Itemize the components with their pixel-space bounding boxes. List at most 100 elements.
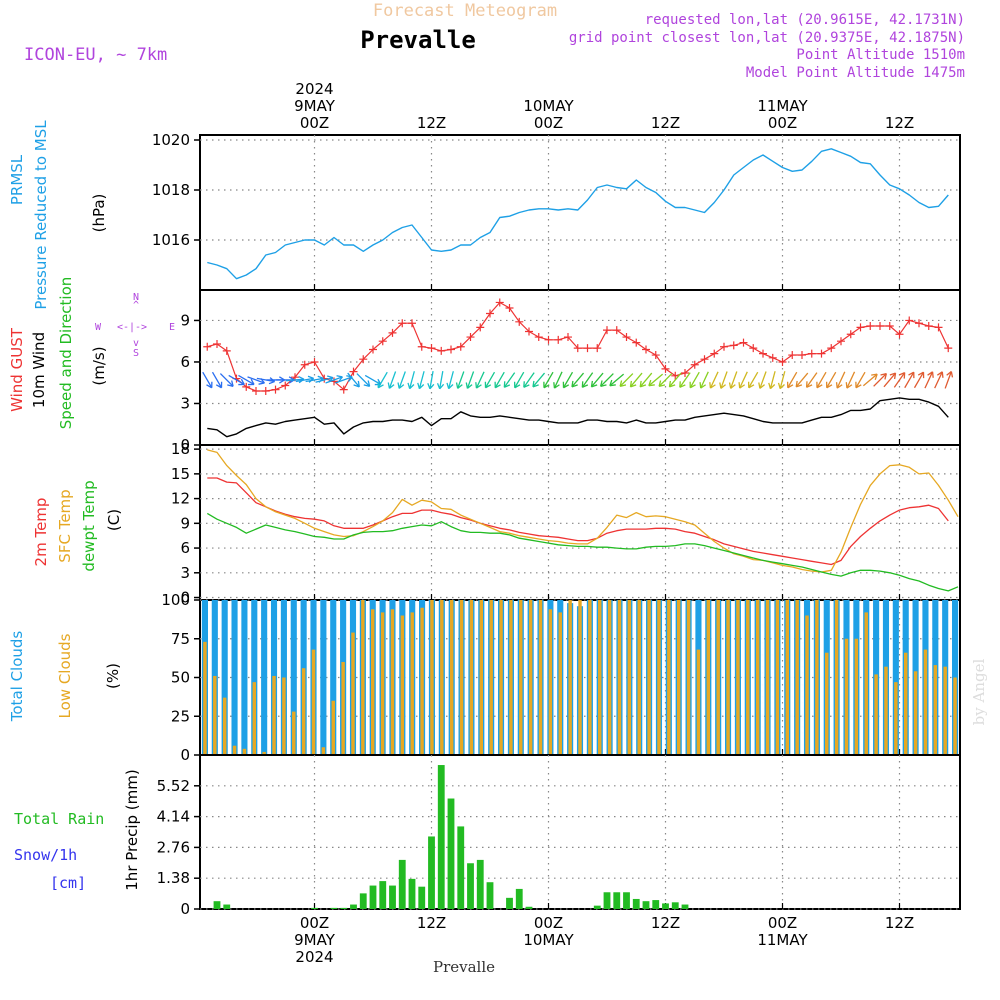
- wind-direction-arrow: [806, 372, 818, 388]
- low-cloud-bar: [380, 612, 385, 755]
- low-cloud-bar: [528, 600, 533, 755]
- gust-marker: [593, 344, 602, 353]
- rain-bar: [437, 765, 445, 909]
- low-cloud-bar: [321, 747, 326, 755]
- gust-marker: [778, 357, 787, 366]
- wind-arrowhead: [880, 372, 887, 380]
- gust-marker: [515, 317, 524, 326]
- gust-marker: [759, 349, 767, 358]
- gust-marker: [720, 342, 728, 351]
- low-cloud-bar: [538, 600, 543, 755]
- time-axis-label: 12Z: [417, 114, 446, 132]
- model-altitude: Model Point Altitude 1475m: [746, 65, 965, 81]
- y-tick-label: 25: [171, 707, 190, 725]
- wind-direction-arrow: [904, 371, 915, 389]
- time-axis-label: 00Z: [534, 114, 563, 132]
- low-cloud-bar: [301, 668, 306, 755]
- low-cloud-bar: [449, 600, 454, 755]
- pressure-label-msl: Pressure Reduced to MSL: [32, 120, 50, 310]
- credit-watermark: by Angel: [970, 658, 988, 725]
- low-cloud-bar: [667, 600, 671, 755]
- y-tick-label: 0: [180, 436, 190, 454]
- gust-marker: [690, 360, 699, 369]
- low-cloud-bar: [647, 600, 651, 755]
- y-tick-label: 9: [180, 514, 190, 532]
- wind-direction-arrow: [836, 371, 846, 389]
- low-cloud-bar: [617, 600, 622, 755]
- wind-direction-arrow: [862, 373, 878, 387]
- wind-arrowhead: [639, 380, 647, 388]
- wind-arrowhead: [738, 382, 746, 389]
- wind-direction-arrow: [202, 371, 213, 389]
- low-cloud-bar: [272, 675, 276, 755]
- gust-marker: [661, 364, 670, 373]
- wind-direction-arrow: [409, 371, 415, 389]
- rain-bar: [681, 904, 689, 909]
- rain-bar: [389, 885, 396, 909]
- svg-text:E: E: [169, 322, 175, 333]
- low-cloud-bar: [795, 600, 799, 755]
- gust-marker: [349, 367, 358, 376]
- rain-bar: [457, 826, 465, 909]
- gust-marker: [203, 342, 212, 351]
- wind-direction-arrow: [466, 371, 475, 389]
- gust-marker: [466, 333, 475, 342]
- rain-bar: [379, 881, 387, 909]
- wind-arrowhead: [248, 378, 255, 386]
- gust-marker: [359, 355, 368, 364]
- temp-2m-line: [207, 477, 949, 566]
- low-cloud-bar: [716, 600, 720, 755]
- gust-marker: [525, 327, 533, 336]
- gust-marker: [710, 349, 719, 358]
- low-cloud-bar: [371, 609, 375, 755]
- panel-frame: [199, 444, 961, 601]
- low-cloud-bar: [755, 600, 760, 755]
- svg-text:<-|->: <-|->: [117, 322, 147, 333]
- gust-marker: [310, 357, 319, 366]
- low-cloud-bar: [469, 600, 474, 755]
- gust-marker: [817, 349, 826, 358]
- rain-bar: [408, 878, 416, 909]
- svg-text:^: ^: [133, 300, 139, 311]
- wind-direction-arrow: [619, 373, 634, 387]
- time-axis-label: 10MAY: [523, 97, 574, 115]
- low-cloud-bar: [943, 666, 947, 755]
- gust-marker: [837, 337, 845, 346]
- low-cloud-bar: [815, 600, 819, 755]
- gust-marker: [252, 387, 260, 396]
- precip-panel: 0 1.38 2.76 4.14 5.52: [157, 754, 961, 918]
- rain-bar: [311, 907, 318, 909]
- wind-arrowhead: [553, 382, 560, 389]
- time-axis-label: 12Z: [651, 914, 680, 932]
- rain-bar: [623, 892, 630, 909]
- low-cloud-bar: [400, 615, 405, 755]
- wind-arrowhead: [215, 381, 223, 389]
- wind-arrowhead: [936, 371, 944, 378]
- wind-arrowhead: [427, 382, 435, 390]
- wind10-line: [207, 397, 949, 438]
- wind-arrowhead: [805, 381, 813, 388]
- wind-arrowhead: [387, 382, 395, 389]
- wind-direction-arrow: [295, 377, 314, 383]
- gust-marker: [456, 342, 465, 351]
- gust-marker: [681, 369, 689, 378]
- wind-direction-arrow: [335, 376, 353, 384]
- compass-icon: N ^ W <-|-> E v S: [95, 292, 175, 359]
- wind-arrowhead: [619, 380, 627, 387]
- low-cloud-bar: [311, 649, 316, 755]
- low-cloud-bar: [499, 600, 503, 755]
- low-cloud-bar: [588, 600, 592, 755]
- wind-arrowhead: [795, 380, 803, 388]
- wind-arrowhead: [513, 381, 521, 389]
- gust-marker: [895, 330, 904, 339]
- low-cloud-bar: [913, 671, 918, 755]
- time-axis-label: 00Z: [300, 114, 329, 132]
- rain-bar: [506, 897, 513, 909]
- rain-bar: [369, 885, 377, 909]
- y-tick-label: 6: [180, 539, 190, 557]
- y-tick-label: 6: [180, 353, 190, 371]
- wind-arrowhead: [475, 382, 482, 389]
- wind-direction-arrow: [826, 371, 837, 389]
- wind-direction-arrow: [658, 373, 673, 387]
